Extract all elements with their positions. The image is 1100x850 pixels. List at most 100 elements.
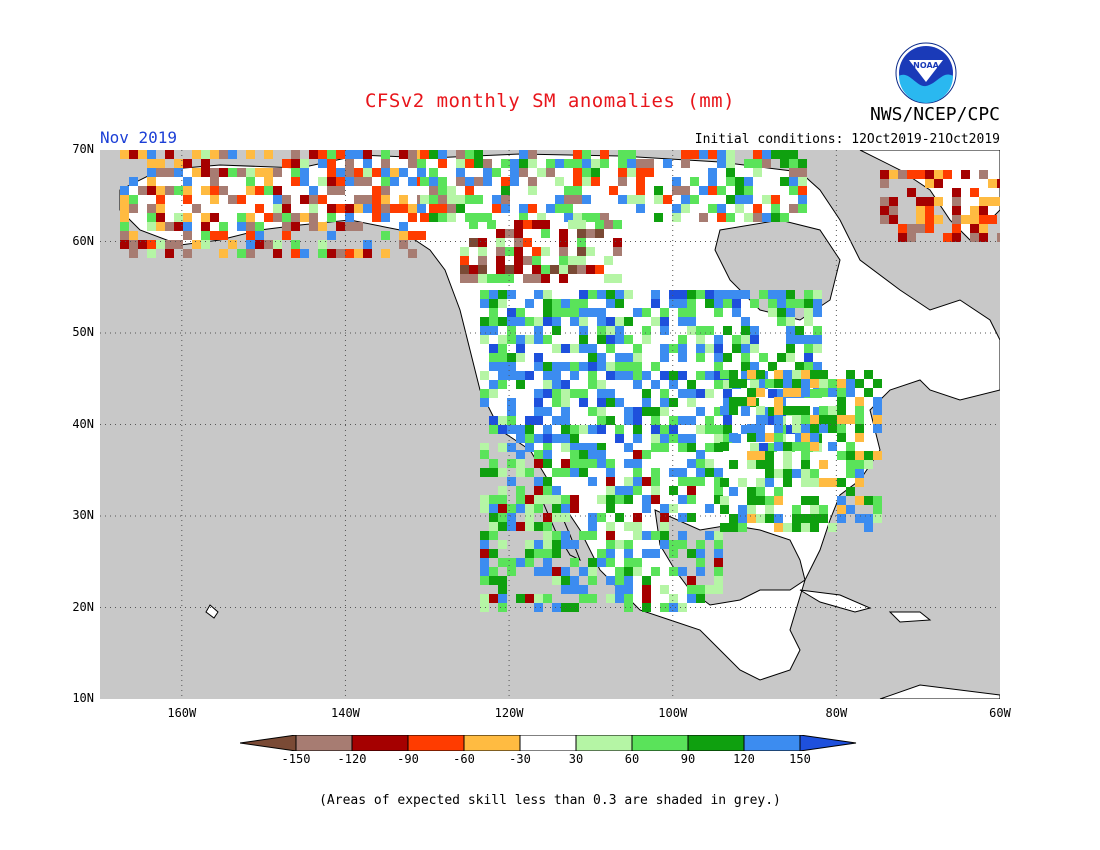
anomaly-cell — [300, 213, 309, 222]
anomaly-cell — [741, 371, 750, 380]
anomaly-cell — [183, 249, 192, 258]
anomaly-cell — [561, 407, 570, 416]
anomaly-cell — [765, 514, 774, 523]
anomaly-cell — [210, 186, 219, 195]
anomaly-cell — [300, 195, 309, 204]
anomaly-cell — [543, 389, 552, 398]
anomaly-cell — [570, 603, 579, 612]
anomaly-cell — [516, 344, 525, 353]
anomaly-cell — [907, 170, 916, 179]
anomaly-cell — [789, 186, 798, 195]
anomaly-cell — [735, 195, 744, 204]
anomaly-cell — [156, 204, 165, 213]
anomaly-cell — [438, 159, 447, 168]
anomaly-cell — [636, 168, 645, 177]
anomaly-cell — [381, 195, 390, 204]
anomaly-cell — [681, 186, 690, 195]
anomaly-cell — [804, 299, 813, 308]
anomaly-cell — [588, 371, 597, 380]
anomaly-cell — [282, 159, 291, 168]
anomaly-cell — [345, 213, 354, 222]
anomaly-cell — [543, 290, 552, 299]
anomaly-cell — [525, 495, 534, 504]
anomaly-cell — [489, 531, 498, 540]
anomaly-cell — [864, 388, 873, 397]
anomaly-cell — [579, 425, 588, 434]
anomaly-cell — [570, 450, 579, 459]
anomaly-cell — [627, 150, 636, 159]
anomaly-cell — [559, 247, 568, 256]
anomaly-cell — [789, 150, 798, 159]
anomaly-cell — [654, 186, 663, 195]
anomaly-cell — [597, 362, 606, 371]
anomaly-cell — [606, 299, 615, 308]
anomaly-cell — [561, 459, 570, 468]
anomaly-cell — [447, 186, 456, 195]
anomaly-cell — [783, 442, 792, 451]
anomaly-cell — [744, 195, 753, 204]
anomaly-cell — [741, 344, 750, 353]
anomaly-cell — [690, 150, 699, 159]
anomaly-cell — [534, 353, 543, 362]
anomaly-cell — [642, 398, 651, 407]
anomaly-cell — [729, 397, 738, 406]
anomaly-cell — [273, 195, 282, 204]
anomaly-cell — [846, 505, 855, 514]
anomaly-cell — [846, 370, 855, 379]
anomaly-cell — [552, 308, 561, 317]
anomaly-cell — [546, 159, 555, 168]
anomaly-cell — [525, 522, 534, 531]
anomaly-cell — [606, 477, 615, 486]
anomaly-cell — [543, 443, 552, 452]
anomaly-cell — [750, 326, 759, 335]
anomaly-cell — [645, 168, 654, 177]
anomaly-cell — [633, 353, 642, 362]
anomaly-cell — [747, 451, 756, 460]
anomaly-cell — [768, 299, 777, 308]
anomaly-cell — [759, 443, 768, 452]
anomaly-cell — [597, 416, 606, 425]
anomaly-cell — [669, 468, 678, 477]
anomaly-cell — [952, 233, 961, 242]
anomaly-cell — [726, 150, 735, 159]
anomaly-cell — [588, 513, 597, 522]
anomaly-cell — [588, 531, 597, 540]
anomaly-cell — [756, 514, 765, 523]
anomaly-cell — [534, 603, 543, 612]
anomaly-cell — [528, 204, 537, 213]
anomaly-cell — [970, 233, 979, 242]
anomaly-cell — [597, 459, 606, 468]
anomaly-cell — [561, 434, 570, 443]
anomaly-cell — [792, 406, 801, 415]
anomaly-cell — [408, 177, 417, 186]
anomaly-cell — [669, 416, 678, 425]
anomaly-cell — [291, 168, 300, 177]
anomaly-cell — [498, 585, 507, 594]
anomaly-cell — [741, 425, 750, 434]
anomaly-cell — [837, 514, 846, 523]
anomaly-cell — [699, 186, 708, 195]
lon-label: 160W — [167, 706, 197, 720]
anomaly-cell — [363, 150, 372, 159]
anomaly-cell — [756, 460, 765, 469]
anomaly-cell — [660, 326, 669, 335]
anomaly-cell — [543, 531, 552, 540]
anomaly-cell — [570, 317, 579, 326]
anomaly-cell — [192, 240, 201, 249]
anomaly-cell — [156, 240, 165, 249]
anomaly-cell — [255, 222, 264, 231]
anomaly-cell — [810, 424, 819, 433]
anomaly-cell — [934, 170, 943, 179]
anomaly-cell — [543, 567, 552, 576]
anomaly-cell — [813, 299, 822, 308]
anomaly-cell — [765, 478, 774, 487]
anomaly-cell — [501, 186, 510, 195]
anomaly-cell — [723, 380, 732, 389]
anomaly-cell — [552, 531, 561, 540]
anomaly-cell — [255, 186, 264, 195]
anomaly-cell — [579, 299, 588, 308]
anomaly-cell — [514, 238, 523, 247]
anomaly-cell — [624, 317, 633, 326]
anomaly-cell — [747, 514, 756, 523]
anomaly-cell — [873, 397, 882, 406]
